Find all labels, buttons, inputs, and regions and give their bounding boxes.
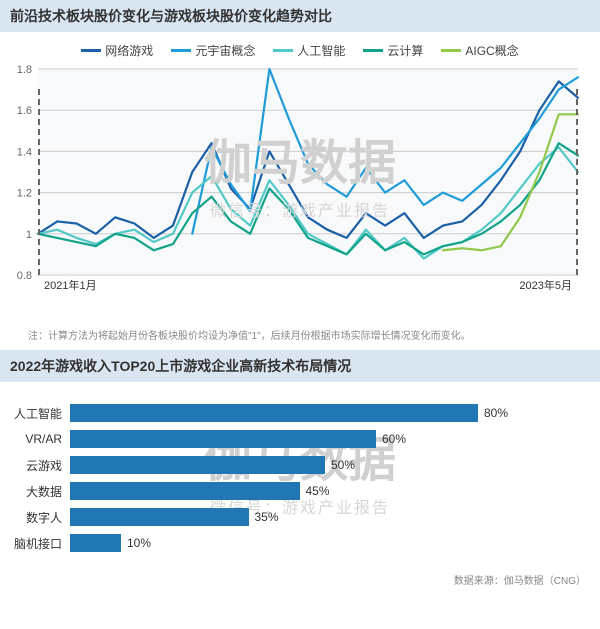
hbar-label: 数字人 bbox=[10, 509, 70, 526]
hbar-value: 10% bbox=[121, 534, 151, 552]
legend-item: 人工智能 bbox=[273, 42, 345, 59]
legend: 网络游戏 元宇宙概念 人工智能 云计算 AIGC概念 bbox=[0, 32, 600, 63]
hbar-fill bbox=[70, 482, 300, 500]
hbar-track: 45% bbox=[70, 482, 580, 500]
hbar-label: VR/AR bbox=[10, 432, 70, 446]
hbar-value: 80% bbox=[478, 404, 508, 422]
hbar-fill bbox=[70, 430, 376, 448]
svg-text:1: 1 bbox=[26, 229, 32, 241]
legend-item: 网络游戏 bbox=[81, 42, 153, 59]
dash-right bbox=[576, 89, 578, 275]
legend-swatch bbox=[441, 49, 461, 52]
hbar-chart: 伽马数据 微信号：游戏产业报告 人工智能80%VR/AR60%云游戏50%大数据… bbox=[0, 382, 600, 564]
hbar-label: 人工智能 bbox=[10, 405, 70, 422]
hbar-row: 人工智能 80% bbox=[10, 404, 580, 422]
data-source: 数据来源：伽马数据（CNG） bbox=[0, 568, 600, 595]
hbar-track: 35% bbox=[70, 508, 580, 526]
hbar-value: 60% bbox=[376, 430, 406, 448]
hbar-label: 云游戏 bbox=[10, 457, 70, 474]
hbar-value: 50% bbox=[325, 456, 355, 474]
legend-label: 元宇宙概念 bbox=[195, 42, 255, 59]
line-chart-title: 前沿技术板块股价变化与游戏板块股价变化趋势对比 bbox=[0, 0, 600, 32]
hbar-row: 云游戏 50% bbox=[10, 456, 580, 474]
line-chart-wrap: 网络游戏元宇宙概念人工智能云计算AIGC概念 伽马数据 微信号：游戏产业报告 0… bbox=[0, 32, 600, 350]
legend-swatch bbox=[363, 49, 383, 52]
legend-item: 元宇宙概念 bbox=[171, 42, 255, 59]
x-start-label: 2021年1月 bbox=[44, 277, 97, 293]
hbar-label: 大数据 bbox=[10, 483, 70, 500]
legend-label: 云计算 bbox=[387, 42, 423, 59]
svg-text:1.4: 1.4 bbox=[17, 146, 32, 158]
hbar-label: 脑机接口 bbox=[10, 535, 70, 552]
hbar-fill bbox=[70, 534, 121, 552]
legend-label: 网络游戏 bbox=[105, 42, 153, 59]
hbar-fill bbox=[70, 404, 478, 422]
x-end-label: 2023年5月 bbox=[519, 277, 572, 293]
dash-left bbox=[38, 89, 40, 275]
legend-swatch bbox=[81, 49, 101, 52]
hbar-fill bbox=[70, 508, 249, 526]
hbar-track: 80% bbox=[70, 404, 580, 422]
line-chart-footnote: 注：计算方法为将起始月份各板块股价均设为净值"1"，后续月份根据市场实际增长情况… bbox=[0, 323, 600, 350]
hbar-chart-title: 2022年游戏收入TOP20上市游戏企业高新技术布局情况 bbox=[0, 350, 600, 382]
svg-text:1.6: 1.6 bbox=[17, 105, 32, 117]
line-chart: 伽马数据 微信号：游戏产业报告 0.811.21.41.61.8 2021年1月… bbox=[10, 63, 590, 323]
hbar-track: 60% bbox=[70, 430, 580, 448]
hbar-track: 50% bbox=[70, 456, 580, 474]
hbar-fill bbox=[70, 456, 325, 474]
svg-text:1.8: 1.8 bbox=[17, 64, 32, 76]
hbar-row: 数字人 35% bbox=[10, 508, 580, 526]
hbar-value: 45% bbox=[300, 482, 330, 500]
hbar-value: 35% bbox=[249, 508, 279, 526]
line-svg: 0.8 1 1.2 1.4 1.6 1.8 bbox=[10, 63, 590, 323]
hbar-row: 脑机接口 10% bbox=[10, 534, 580, 552]
hbar-row: VR/AR 60% bbox=[10, 430, 580, 448]
legend-item: 云计算 bbox=[363, 42, 423, 59]
legend-item: AIGC概念 bbox=[441, 42, 518, 59]
hbar-track: 10% bbox=[70, 534, 580, 552]
legend-label: 人工智能 bbox=[297, 42, 345, 59]
svg-text:1.2: 1.2 bbox=[17, 188, 32, 200]
hbar-row: 大数据 45% bbox=[10, 482, 580, 500]
svg-text:0.8: 0.8 bbox=[17, 270, 32, 282]
legend-label: AIGC概念 bbox=[465, 42, 518, 59]
legend-swatch bbox=[273, 49, 293, 52]
legend-swatch bbox=[171, 49, 191, 52]
